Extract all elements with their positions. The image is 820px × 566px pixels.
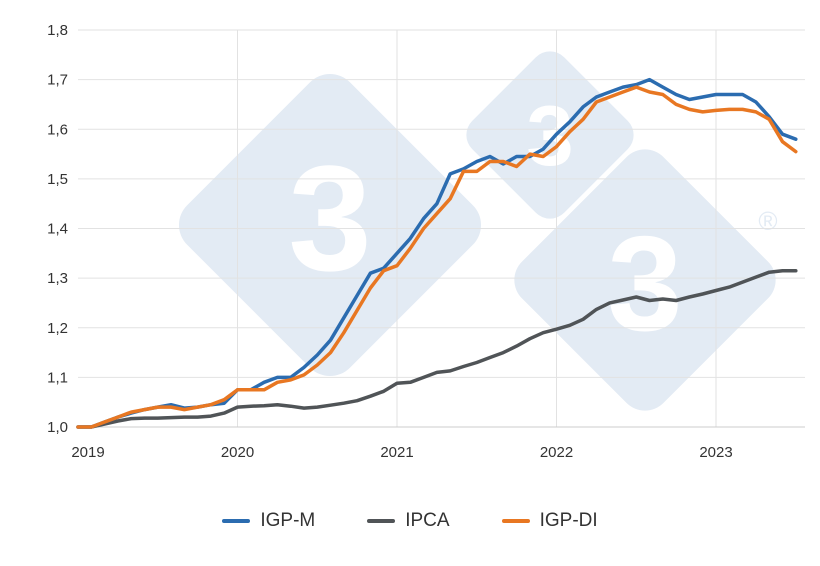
x-tick-label: 2020 xyxy=(221,444,254,461)
legend-swatch xyxy=(222,519,251,523)
y-tick-label: 1,0 xyxy=(47,419,68,436)
y-tick-label: 1,1 xyxy=(47,369,68,386)
series-line-ipca xyxy=(76,268,798,429)
y-tick-label: 1,6 xyxy=(47,121,68,138)
legend-label: IPCA xyxy=(405,510,450,531)
legend-item-igp-di[interactable]: IGP-DI xyxy=(501,510,598,532)
legend-item-ipca[interactable]: IPCA xyxy=(367,510,450,532)
line-chart: 3 3 3 ® 1,0 1,1 1,2 1,3 1,4 1,5 1,6 1,7 1,8 2019… xyxy=(47,22,805,461)
y-tick-label: 1,3 xyxy=(47,270,68,287)
y-tick-label: 1,4 xyxy=(47,221,68,238)
x-tick-label: 2022 xyxy=(540,444,573,461)
legend-swatch xyxy=(501,519,530,523)
legend-item-igp-m[interactable]: IGP-M xyxy=(222,510,315,532)
svg-text:3: 3 xyxy=(288,134,371,302)
y-tick-label: 1,7 xyxy=(47,72,68,89)
x-tick-label: 2023 xyxy=(699,444,732,461)
y-tick-label: 1,5 xyxy=(47,171,68,188)
x-tick-label: 2019 xyxy=(71,444,104,461)
legend-label: IGP-M xyxy=(260,510,316,531)
svg-text:®: ® xyxy=(758,206,777,236)
svg-text:3: 3 xyxy=(607,208,682,359)
y-tick-label: 1,8 xyxy=(47,22,68,39)
x-tick-label: 2021 xyxy=(380,444,413,461)
legend-swatch xyxy=(367,519,396,523)
legend: IGP-M IPCA IGP-DI xyxy=(0,510,820,532)
y-tick-label: 1,2 xyxy=(47,320,68,337)
series-line-igp-di xyxy=(76,85,798,429)
legend-label: IGP-DI xyxy=(539,510,598,531)
watermark-logo: 3 3 3 ® xyxy=(178,51,778,411)
